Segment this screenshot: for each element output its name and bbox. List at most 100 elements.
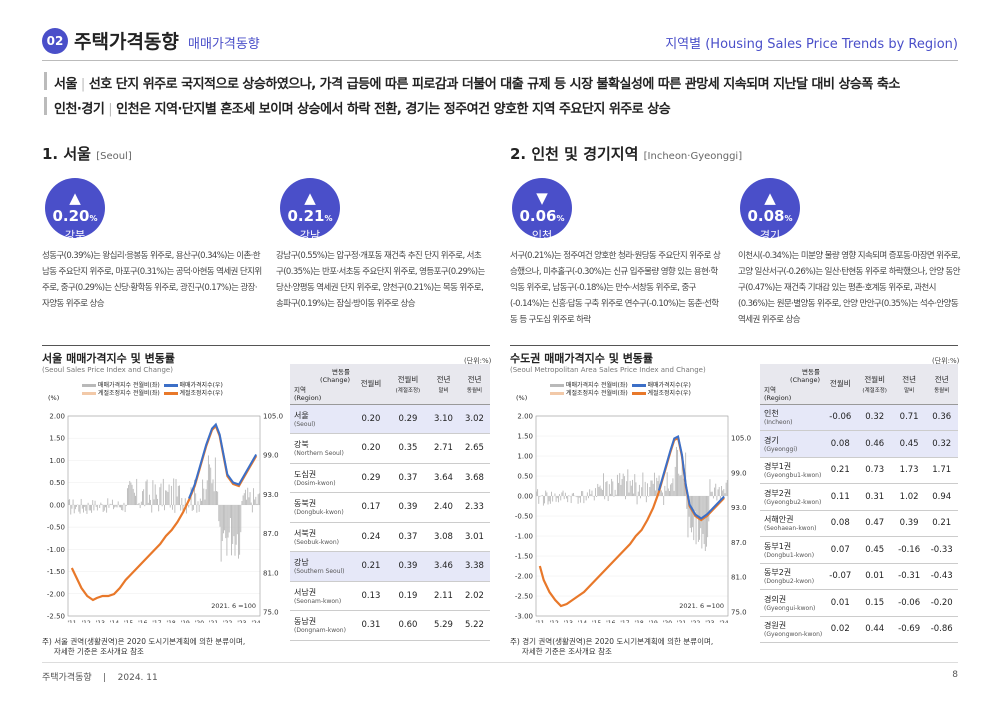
page-number: 8 [952,670,958,680]
change-bar [155,494,157,505]
y-tick-label: 0.00 [517,493,533,501]
summary-line-metro: 인천·경기 | 인천은 지역·단지별 혼조세 보이며 상승에서 하락 전환, 경기는… [54,102,671,117]
y2-tick-label: 99.0 [731,469,747,477]
change-bar [218,505,220,522]
y2-tick-label: 105.0 [263,413,283,421]
table-cell: 0.20 [354,404,388,434]
section-heading-metro: 2. 인천 및 경기지역 [Incheon·Gyeonggi] [510,145,743,163]
summary-marker [44,97,47,115]
change-bar [559,494,561,496]
table-cell: 0.07 [824,536,857,564]
chart-title-seoul: 서울 매매가격지수 및 변동률 [42,352,175,365]
table-header: 전년 말비 [428,364,459,405]
table-cell: 2.65 [458,433,490,464]
table-row: 서울 (Seoul) 0.20 0.29 3.10 3.02 [290,404,490,434]
change-bar [93,505,95,511]
x-tick-label: '17 [620,620,629,623]
table-header: 전년 말비 [892,364,926,405]
change-bar [191,505,193,511]
change-badge-gangnam: ▲ 0.21% 강남 [280,178,340,242]
change-bar [547,496,549,505]
y-tick-label: -1.50 [47,568,65,576]
x-tick-label: '16 [138,620,147,623]
change-bar [201,500,202,505]
change-bar [214,457,216,505]
table-cell: -0.31 [892,563,926,590]
change-bar [576,496,578,498]
table-cell: 5.29 [428,610,459,641]
y-tick-label: -0.50 [515,513,533,521]
unit-label: (단위:%) [464,357,492,365]
table-cell: 0.29 [354,463,388,493]
change-bar [89,505,91,511]
change-bar [167,492,169,505]
change-bar [175,479,177,505]
x-tick-label: '22 [223,620,232,623]
table-cell-region: 동남권 (Dongnam-kwon) [290,610,354,641]
change-bar [204,499,206,505]
table-cell: 0.31 [354,610,388,641]
change-bar [116,505,118,508]
y-tick-label: -2.50 [515,593,533,601]
change-bar [232,505,234,544]
sales-index-line [657,435,725,520]
chart-metro: 매매가격지수 전월비(좌) 매매가격지수(우) 계절조정지수 전월비(좌) 계절… [510,378,755,623]
change-bar [74,505,76,510]
change-bar [677,449,679,496]
change-bar [217,491,219,505]
change-bar [123,502,125,505]
table-cell: -0.16 [892,536,926,564]
table-cell-region: 경의권 (Gyeongui-kwon) [760,589,824,617]
y-tick-label: 2.00 [517,413,533,421]
chart-legend: 매매가격지수 전월비(좌) 매매가격지수(우) 계절조정지수 전월비(좌) 계절… [550,382,691,398]
table-cell: 3.46 [428,551,459,582]
x-tick-label: '21 [677,620,686,623]
change-bar [247,487,249,505]
change-bar [601,489,603,496]
change-bar [151,505,153,513]
table-cell: 0.71 [892,404,926,431]
table-cell: 0.20 [354,433,388,464]
y-tick-label: -1.00 [47,546,65,554]
change-bar [606,481,608,496]
change-bar [726,479,728,496]
table-cell: 0.39 [387,492,429,523]
change-bar [239,505,241,555]
summary-text: 선호 단지 위주로 국지적으로 상승하였으나, 가격 급등에 따른 피로감과 더… [88,77,900,92]
change-bar [95,505,97,507]
change-bar [159,487,161,505]
x-tick-label: '21 [209,620,218,623]
table-cell: 0.45 [892,430,926,458]
change-bar [685,452,687,496]
change-bar [640,496,641,499]
change-bar [706,496,707,547]
change-bar [180,505,182,511]
change-bar [236,505,238,535]
change-bar [164,505,165,511]
change-bar [581,491,583,496]
plot-frame [535,415,729,617]
change-bar [651,480,653,496]
change-bar [591,490,593,496]
change-bar [205,489,207,505]
change-bar [86,505,88,514]
change-bar [69,499,71,505]
y2-tick-label: 99.0 [263,452,279,460]
change-bar [81,505,83,509]
change-bar [99,505,101,508]
page-title: 주택가격동향 [74,31,179,53]
change-bar [680,475,682,496]
change-bar [240,505,242,533]
divider [42,662,958,663]
change-bar [174,505,176,513]
table-cell: 3.10 [428,404,459,434]
change-bar [133,492,135,505]
change-bar [233,505,235,537]
change-bar [660,490,662,496]
change-bar [73,505,75,514]
table-cell: 0.37 [387,522,429,552]
change-bar [206,480,208,505]
table-row: 경의권 (Gyeongui-kwon) 0.01 0.15 -0.06 -0.20 [760,589,958,617]
change-bar [185,505,187,514]
change-bar [562,490,564,496]
